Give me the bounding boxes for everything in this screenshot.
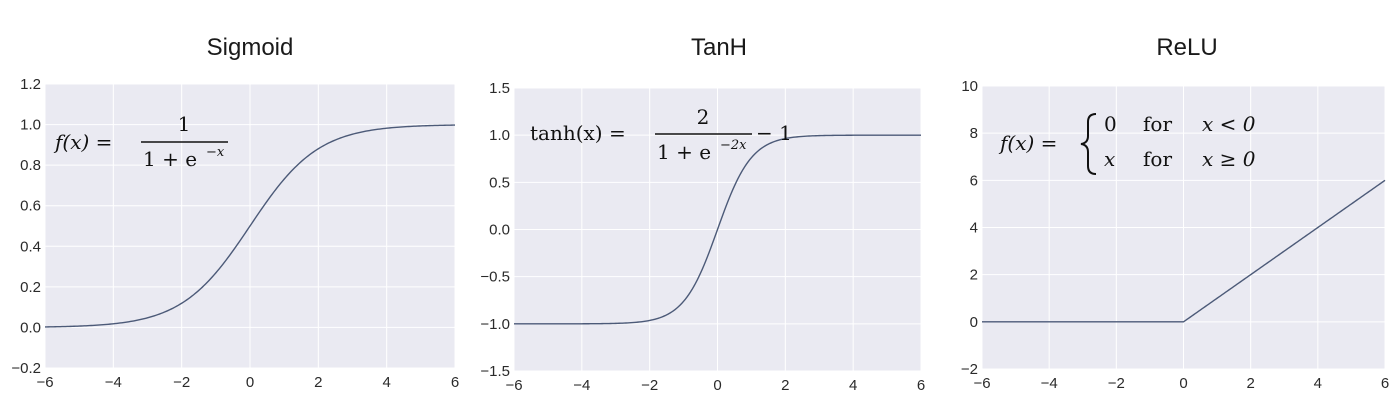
tanh-x-tick-0: 0 <box>713 377 721 394</box>
tanh-y-tick-0-5: 0.5 <box>489 174 510 191</box>
chart-title-sigmoid: Sigmoid <box>206 34 294 61</box>
relu-case2-condition: x ≥ 0 <box>1202 147 1256 171</box>
sigmoid-x-tick-minus2: −2 <box>173 374 190 391</box>
chart-title-relu: ReLU <box>1156 34 1218 61</box>
tanh-x-tick-minus4: −4 <box>573 377 590 394</box>
sigmoid-y-tick-1-0: 1.0 <box>20 117 41 134</box>
tanh-y-tick-1-0: 1.0 <box>489 127 510 144</box>
relu-case1-value: 0 <box>1104 112 1117 136</box>
relu-formula: f(x) = 0 for x < 0 x for x ≥ 0 <box>998 112 1256 175</box>
sigmoid-formula-exponent: −x <box>206 145 225 160</box>
tanh-chart: −6 −4 −2 0 2 4 6 −1.5 −1.0 −0.5 0.0 0.5 1.0 1.5 <box>480 80 925 394</box>
tanh-formula-suffix: − 1 <box>756 121 792 145</box>
sigmoid-y-tick-0-8: 0.8 <box>20 157 41 174</box>
relu-y-tick-10: 10 <box>961 78 978 95</box>
tanh-y-tick-0-0: 0.0 <box>489 222 510 239</box>
tanh-formula-exponent: −2x <box>720 138 747 153</box>
relu-formula-brace <box>1080 113 1097 175</box>
sigmoid-y-tick-minus0-2: −0.2 <box>11 360 41 377</box>
chart-title-tanh: TanH <box>690 34 748 61</box>
sigmoid-x-tick-2: 2 <box>314 374 322 391</box>
sigmoid-chart: −6 −4 −2 0 2 4 6 −0.2 0.0 0.2 0.4 0.6 0.8 1.0 1.2 <box>11 76 459 391</box>
relu-y-tick-6: 6 <box>970 172 978 189</box>
tanh-formula-denominator: 1 + e <box>657 140 711 164</box>
tanh-x-tick-minus2: −2 <box>641 377 658 394</box>
sigmoid-formula-denominator: 1 + e <box>143 147 197 171</box>
sigmoid-y-tick-1-2: 1.2 <box>20 76 41 93</box>
tanh-x-tick-2: 2 <box>781 377 789 394</box>
sigmoid-formula-numerator: 1 <box>178 112 191 136</box>
relu-y-tick-8: 8 <box>970 125 978 142</box>
tanh-y-tick-minus1-5: −1.5 <box>480 363 510 380</box>
relu-x-tick-minus2: −2 <box>1108 375 1125 392</box>
relu-x-tick-2: 2 <box>1246 375 1254 392</box>
relu-y-tick-0: 0 <box>970 314 978 331</box>
relu-x-tick-6: 6 <box>1381 375 1389 392</box>
sigmoid-y-tick-0-4: 0.4 <box>20 238 41 255</box>
sigmoid-formula: f(x) = 1 1 + e −x <box>53 112 228 171</box>
sigmoid-y-tick-0-0: 0.0 <box>20 319 41 336</box>
tanh-x-tick-6: 6 <box>917 377 925 394</box>
relu-x-tick-4: 4 <box>1314 375 1322 392</box>
sigmoid-x-tick-minus6: −6 <box>36 374 53 391</box>
sigmoid-curve <box>44 124 456 328</box>
tanh-x-tick-minus6: −6 <box>505 377 522 394</box>
relu-y-tick-4: 4 <box>970 220 978 237</box>
relu-formula-lhs: f(x) = <box>998 131 1057 155</box>
relu-x-tick-minus6: −6 <box>973 375 990 392</box>
sigmoid-formula-lhs: f(x) = <box>53 130 112 154</box>
tanh-curve <box>514 134 921 325</box>
relu-curve <box>982 179 1386 323</box>
relu-y-tick-minus2: −2 <box>961 361 978 378</box>
relu-case2-value: x <box>1104 147 1115 171</box>
tanh-x-tick-4: 4 <box>849 377 857 394</box>
sigmoid-y-tick-0-2: 0.2 <box>20 279 41 296</box>
relu-case2-word: for <box>1143 147 1172 171</box>
sigmoid-x-tick-4: 4 <box>382 374 390 391</box>
sigmoid-x-tick-minus4: −4 <box>105 374 122 391</box>
relu-x-tick-0: 0 <box>1179 375 1187 392</box>
relu-chart: −6 −4 −2 0 2 4 6 −2 0 2 4 6 8 10 <box>961 78 1389 392</box>
sigmoid-x-tick-0: 0 <box>246 374 254 391</box>
tanh-formula: tanh(x) = 2 1 + e −2x − 1 <box>530 105 792 164</box>
relu-x-tick-minus4: −4 <box>1041 375 1058 392</box>
tanh-formula-numerator: 2 <box>697 105 710 129</box>
tanh-y-tick-minus0-5: −0.5 <box>480 269 510 286</box>
relu-case1-condition: x < 0 <box>1202 112 1256 136</box>
relu-case1-word: for <box>1143 112 1172 136</box>
tanh-formula-lhs: tanh(x) = <box>530 121 626 145</box>
sigmoid-y-tick-0-6: 0.6 <box>20 198 41 215</box>
tanh-y-tick-1-5: 1.5 <box>489 80 510 97</box>
tanh-y-tick-minus1-0: −1.0 <box>480 316 510 333</box>
relu-y-tick-2: 2 <box>970 267 978 284</box>
sigmoid-x-tick-6: 6 <box>451 374 459 391</box>
